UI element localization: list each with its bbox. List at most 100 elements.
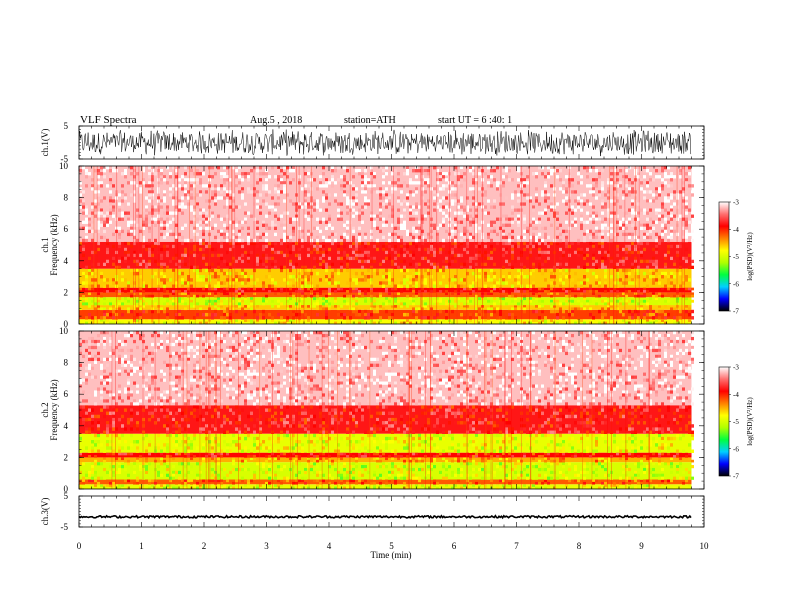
spectrum-cell [328,193,331,197]
spectrum-cell [598,486,601,490]
spectrum-cell [526,259,529,264]
spectrum-cell [685,235,688,240]
spectrum-cell [469,467,472,472]
spectrum-cell [394,294,397,298]
spectrum-cell [190,284,193,288]
spectrum-cell [352,238,355,243]
spectrum-cell [295,479,298,483]
spectrum-cell [313,302,316,306]
spectrum-cell [220,268,223,273]
spectrum-cell [175,316,178,320]
spectrum-cell [631,484,634,487]
spectrum-cell [79,321,82,325]
spectrum-cell [598,193,601,197]
spectrum-cell [490,278,493,282]
spectrum-cell [523,217,526,221]
spectrum-cell [565,220,568,224]
spectrum-cell [655,278,658,282]
spectrum-cell [94,268,97,273]
spectrum-cell [370,281,373,285]
spectrum-cell [400,473,403,477]
spectrum-cell [652,275,655,279]
spectrum-cell [595,265,598,269]
spectrum-cell [157,184,160,188]
spectrum-cell [469,259,472,264]
spectrum-cell [475,226,478,231]
spectrum-cell [346,235,349,240]
spectrum-cell [673,307,676,311]
spectrum-cell [118,297,121,301]
spectrum-cell [187,278,190,282]
spectrum-cell [460,220,463,224]
spectrum-cell [601,309,604,314]
spectrum-cell [685,256,688,261]
spectrum-cell [604,481,607,485]
spectrum-cell [511,476,514,480]
spectrum-cell [361,241,364,246]
spectrum-cell [403,268,406,273]
spectrum-cell [304,190,307,194]
spectrum-cell [664,256,667,261]
spectrum-cell [619,169,622,173]
spectrum-cell [601,202,604,206]
spectrum-cell [223,290,226,293]
spectrum-cell [406,467,409,472]
spectrum-cell [535,486,538,490]
spectrum-cell [316,297,319,301]
spectrum-cell [250,307,253,311]
spectrum-cell [367,184,370,188]
spectrum-cell [352,462,355,466]
spectrum-cell [151,465,154,469]
spectrum-cell [292,307,295,311]
spectrum-cell [319,278,322,282]
spectrum-cell [244,202,247,206]
spectrum-cell [415,462,418,466]
spectrum-cell [325,268,328,273]
spectrum-cell [412,250,415,255]
spectrum-cell [574,479,577,483]
spectrum-cell [628,271,631,276]
spectrum-cell [316,473,319,477]
spectrum-cell [163,220,166,224]
spectrum-cell [265,294,268,298]
spectrum-cell [325,278,328,282]
spectrum-cell [124,479,127,483]
spectrum-cell [685,202,688,206]
spectrum-cell [508,307,511,311]
spectrum-cell [643,278,646,282]
spectrum-cell [640,294,643,298]
spectrum-cell [367,253,370,258]
spectrum-cell [205,484,208,487]
spectrum-cell [148,284,151,288]
spectrum-cell [415,284,418,288]
spectrum-cell [283,166,286,170]
spectrum-cell [679,265,682,269]
spectrum-cell [85,284,88,288]
spectrum-cell [262,470,265,475]
spectrum-cell [511,299,514,303]
spectrum-cell [235,319,238,322]
spectrum-cell [607,294,610,298]
spectrum-cell [565,187,568,191]
spectrum-cell [238,287,241,291]
spectrum-cell [679,244,682,249]
spectrum-cell [247,241,250,246]
spectrum-cell [523,297,526,301]
spectrum-cell [388,244,391,249]
spectrum-cell [85,321,88,325]
spectrum-cell [487,256,490,261]
spectrum-cell [664,292,667,296]
spectrum-cell [454,299,457,303]
spectrum-cell [511,253,514,258]
spectrum-cell [85,473,88,477]
spectrum-cell [247,287,250,291]
spectrum-cell [301,268,304,273]
spectrum-cell [550,223,553,227]
spectrum-cell [346,190,349,194]
spectrum-cell [586,217,589,221]
spectrum-cell [565,299,568,303]
spectrum-cell [316,247,319,252]
spectrum-cell [457,305,460,308]
spectrum-cell [544,184,547,188]
spectrum-cell [631,214,634,218]
